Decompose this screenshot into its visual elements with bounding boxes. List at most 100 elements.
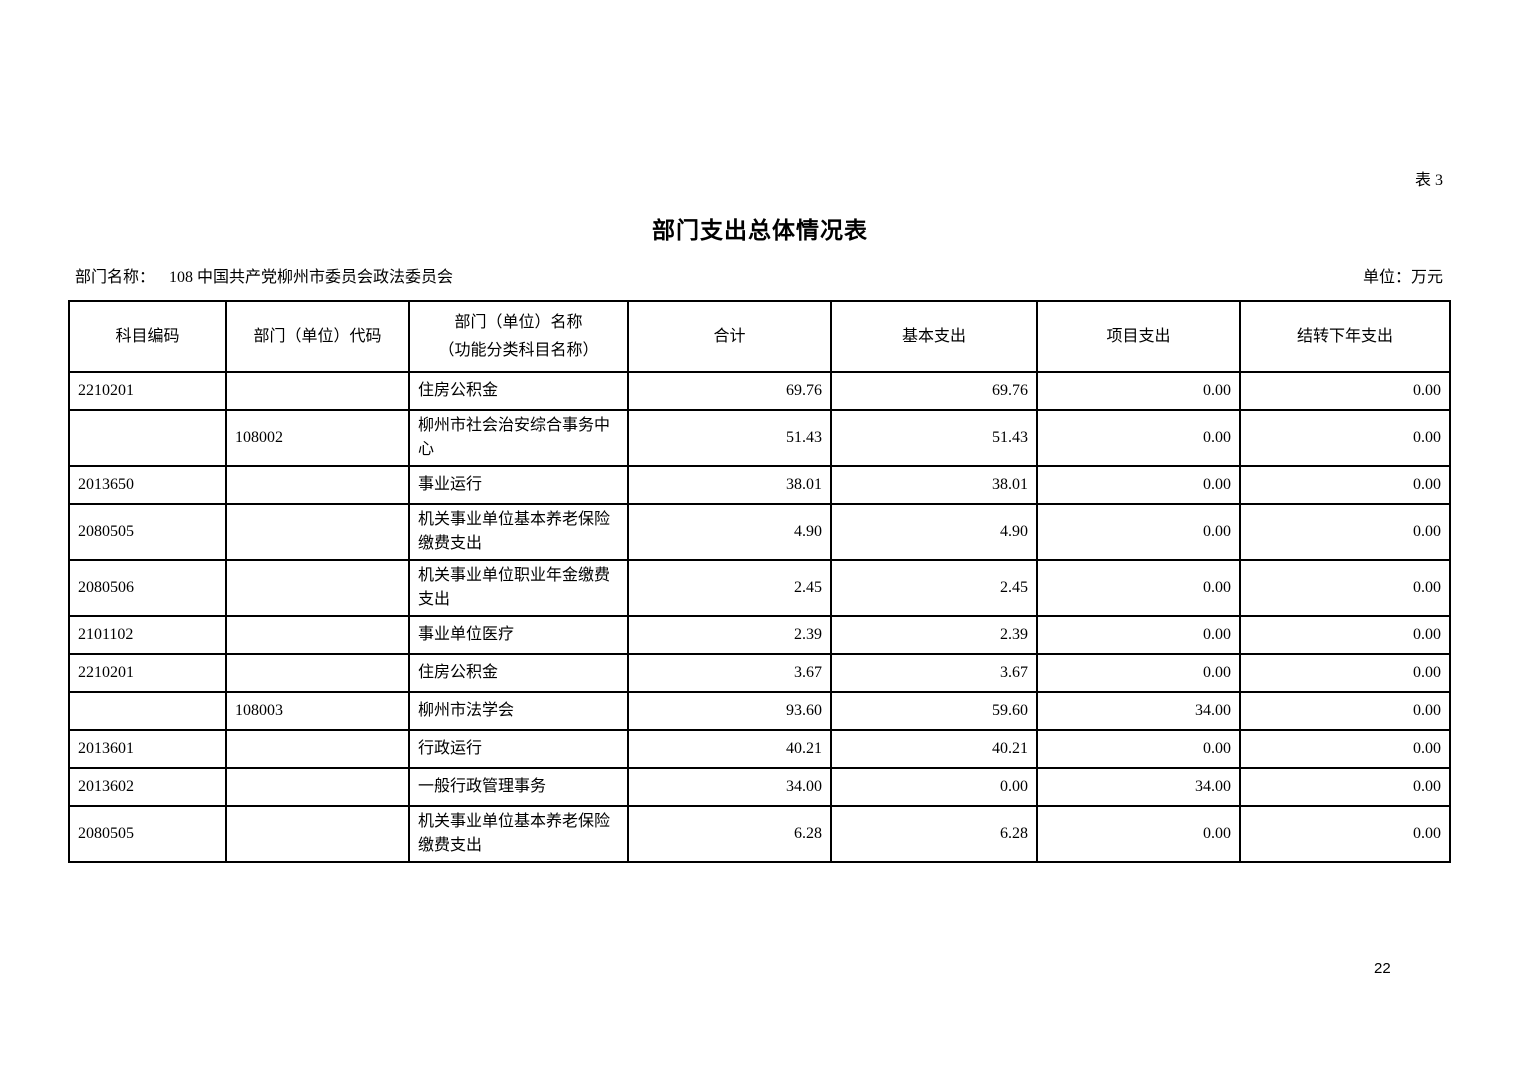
table-row: 2013602 一般行政管理事务 34.00 0.00 34.00 0.00 xyxy=(68,767,1451,807)
cell-basic: 0.00 xyxy=(830,767,1038,807)
cell-basic: 2.39 xyxy=(830,615,1038,655)
cell-carryover: 0.00 xyxy=(1239,371,1451,411)
cell-basic: 59.60 xyxy=(830,691,1038,731)
cell-basic: 3.67 xyxy=(830,653,1038,693)
cell-total: 40.21 xyxy=(627,729,832,769)
cell-subject-code: 2013650 xyxy=(68,465,227,505)
table-number-label: 表 3 xyxy=(1414,172,1443,189)
table-header-row: 科目编码 部门（单位）代码 部门（单位）名称 （功能分类科目名称） 合计 基本支… xyxy=(68,300,1451,373)
department-name-value: 108 中国共产党柳州市委员会政法委员会 xyxy=(169,269,454,286)
cell-name: 住房公积金 xyxy=(408,653,629,693)
col-header-subject-code: 科目编码 xyxy=(68,300,227,373)
cell-subject-code: 2101102 xyxy=(68,615,227,655)
cell-project: 0.00 xyxy=(1036,465,1241,505)
cell-subject-code xyxy=(68,691,227,731)
cell-dept-code xyxy=(225,615,410,655)
cell-project: 0.00 xyxy=(1036,615,1241,655)
department-name-line: 部门名称： 108 中国共产党柳州市委员会政法委员会 xyxy=(75,263,453,287)
cell-subject-code: 2210201 xyxy=(68,371,227,411)
cell-subject-code: 2080505 xyxy=(68,805,227,863)
table-row: 2013601 行政运行 40.21 40.21 0.00 0.00 xyxy=(68,729,1451,769)
cell-project: 0.00 xyxy=(1036,653,1241,693)
table-row: 108003 柳州市法学会 93.60 59.60 34.00 0.00 xyxy=(68,691,1451,731)
table-row: 2080505 机关事业单位基本养老保险缴费支出 4.90 4.90 0.00 … xyxy=(68,503,1451,561)
cell-total: 2.39 xyxy=(627,615,832,655)
col-header-dept-name: 部门（单位）名称 （功能分类科目名称） xyxy=(408,300,629,373)
cell-name: 机关事业单位职业年金缴费支出 xyxy=(408,559,629,617)
cell-total: 3.67 xyxy=(627,653,832,693)
cell-subject-code: 2080506 xyxy=(68,559,227,617)
cell-basic: 51.43 xyxy=(830,409,1038,467)
cell-name: 一般行政管理事务 xyxy=(408,767,629,807)
page-title: 部门支出总体情况表 xyxy=(652,218,868,243)
cell-name: 住房公积金 xyxy=(408,371,629,411)
table-row: 108002 柳州市社会治安综合事务中心 51.43 51.43 0.00 0.… xyxy=(68,409,1451,467)
cell-dept-code xyxy=(225,503,410,561)
cell-total: 38.01 xyxy=(627,465,832,505)
cell-carryover: 0.00 xyxy=(1239,503,1451,561)
table-row: 2013650 事业运行 38.01 38.01 0.00 0.00 xyxy=(68,465,1451,505)
cell-carryover: 0.00 xyxy=(1239,615,1451,655)
cell-carryover: 0.00 xyxy=(1239,409,1451,467)
cell-dept-code xyxy=(225,559,410,617)
meta-row: 部门名称： 108 中国共产党柳州市委员会政法委员会 单位：万元 xyxy=(75,263,1443,287)
cell-project: 0.00 xyxy=(1036,503,1241,561)
cell-name: 柳州市社会治安综合事务中心 xyxy=(408,409,629,467)
unit-label: 单位：万元 xyxy=(1362,269,1443,286)
cell-dept-code xyxy=(225,653,410,693)
department-name-label: 部门名称： xyxy=(75,269,156,286)
cell-subject-code xyxy=(68,409,227,467)
cell-subject-code: 2013602 xyxy=(68,767,227,807)
cell-total: 51.43 xyxy=(627,409,832,467)
cell-dept-code xyxy=(225,805,410,863)
cell-carryover: 0.00 xyxy=(1239,691,1451,731)
cell-total: 93.60 xyxy=(627,691,832,731)
cell-carryover: 0.00 xyxy=(1239,729,1451,769)
page-number: 22 xyxy=(1374,960,1391,977)
cell-carryover: 0.00 xyxy=(1239,559,1451,617)
cell-dept-code xyxy=(225,465,410,505)
cell-name: 机关事业单位基本养老保险缴费支出 xyxy=(408,805,629,863)
cell-dept-code: 108002 xyxy=(225,409,410,467)
col-header-basic: 基本支出 xyxy=(830,300,1038,373)
table-row: 2080505 机关事业单位基本养老保险缴费支出 6.28 6.28 0.00 … xyxy=(68,805,1451,863)
cell-project: 0.00 xyxy=(1036,371,1241,411)
cell-basic: 2.45 xyxy=(830,559,1038,617)
cell-basic: 4.90 xyxy=(830,503,1038,561)
cell-dept-code xyxy=(225,729,410,769)
cell-project: 0.00 xyxy=(1036,409,1241,467)
cell-total: 6.28 xyxy=(627,805,832,863)
cell-name: 行政运行 xyxy=(408,729,629,769)
cell-dept-code: 108003 xyxy=(225,691,410,731)
col-header-dept-name-line1: 部门（单位）名称 xyxy=(454,313,583,331)
cell-dept-code xyxy=(225,767,410,807)
cell-total: 34.00 xyxy=(627,767,832,807)
cell-name: 事业单位医疗 xyxy=(408,615,629,655)
cell-project: 0.00 xyxy=(1036,805,1241,863)
cell-subject-code: 2080505 xyxy=(68,503,227,561)
cell-subject-code: 2210201 xyxy=(68,653,227,693)
col-header-total: 合计 xyxy=(627,300,832,373)
cell-name: 事业运行 xyxy=(408,465,629,505)
cell-basic: 69.76 xyxy=(830,371,1038,411)
cell-basic: 40.21 xyxy=(830,729,1038,769)
col-header-dept-code: 部门（单位）代码 xyxy=(225,300,410,373)
col-header-carryover: 结转下年支出 xyxy=(1239,300,1451,373)
col-header-dept-name-line2: （功能分类科目名称） xyxy=(438,341,599,359)
cell-subject-code: 2013601 xyxy=(68,729,227,769)
cell-project: 0.00 xyxy=(1036,729,1241,769)
cell-carryover: 0.00 xyxy=(1239,805,1451,863)
col-header-project: 项目支出 xyxy=(1036,300,1241,373)
cell-carryover: 0.00 xyxy=(1239,767,1451,807)
table-row: 2101102 事业单位医疗 2.39 2.39 0.00 0.00 xyxy=(68,615,1451,655)
cell-project: 34.00 xyxy=(1036,767,1241,807)
cell-carryover: 0.00 xyxy=(1239,465,1451,505)
cell-total: 2.45 xyxy=(627,559,832,617)
cell-dept-code xyxy=(225,371,410,411)
table-row: 2210201 住房公积金 3.67 3.67 0.00 0.00 xyxy=(68,653,1451,693)
cell-total: 4.90 xyxy=(627,503,832,561)
cell-basic: 38.01 xyxy=(830,465,1038,505)
cell-name: 柳州市法学会 xyxy=(408,691,629,731)
cell-name: 机关事业单位基本养老保险缴费支出 xyxy=(408,503,629,561)
cell-basic: 6.28 xyxy=(830,805,1038,863)
